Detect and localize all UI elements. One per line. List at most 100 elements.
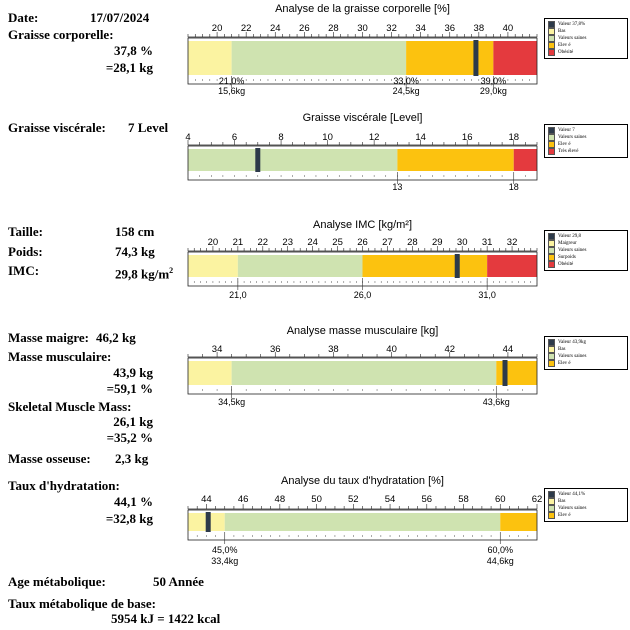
lean-label: Masse maigre: xyxy=(8,330,89,345)
tick-label: 22 xyxy=(257,237,268,248)
tick-label: 6 xyxy=(232,132,237,143)
tick-label: 12 xyxy=(369,132,380,143)
tick-label: 14 xyxy=(415,132,426,143)
tick-label: 32 xyxy=(507,237,518,248)
muscle-kg: 43,9 kg xyxy=(113,365,153,380)
legend-label: Elev é xyxy=(558,142,571,147)
legend-label: Elev é xyxy=(558,43,571,48)
bmi-label: IMC: xyxy=(8,263,40,278)
tick-label: 60 xyxy=(495,494,506,505)
legend-label: Valeurs saines xyxy=(558,135,587,140)
tick-label: 24 xyxy=(307,237,318,248)
legend-swatch xyxy=(548,505,555,512)
tick-label: 44 xyxy=(201,494,212,505)
segment-high xyxy=(406,41,494,75)
chart-title-muscle: Analyse masse musculaire [kg] xyxy=(286,325,439,337)
segment-very_high xyxy=(493,41,537,75)
legend-label: Elev é xyxy=(558,513,571,518)
chart-title-bmi: Analyse IMC [kg/m²] xyxy=(312,219,413,231)
legend-label: Valeurs saines xyxy=(558,506,587,511)
segment-high xyxy=(397,149,514,171)
legend-swatch xyxy=(548,141,555,148)
legend-label: Valeurs saines xyxy=(558,248,587,253)
legend-swatch xyxy=(548,233,555,240)
tick-label: 21 xyxy=(233,237,244,248)
segment-very_high xyxy=(487,255,537,277)
fat-kg: =28,1 kg xyxy=(105,60,153,75)
segment-normal xyxy=(224,513,501,531)
legend-swatch xyxy=(548,28,555,35)
legend-label: Valeur 43,9kg xyxy=(558,340,587,345)
tick-label: 25 xyxy=(332,237,343,248)
tick-label: 36 xyxy=(270,344,281,355)
legend-swatch xyxy=(548,346,555,353)
tick-label: 30 xyxy=(357,23,368,34)
boundary-label: 29,0kg xyxy=(480,86,507,96)
bar-frame xyxy=(187,145,538,181)
tick-label: 38 xyxy=(474,23,485,34)
legend-label: Obésité xyxy=(558,262,574,267)
legend-item: Valeur 29,8 xyxy=(548,233,624,240)
legend-visceral: Valeur 7 Valeurs saines Elev é Très élevé xyxy=(544,124,628,158)
date-value: 17/07/2024 xyxy=(90,10,150,25)
legend-label: Maigreur xyxy=(558,241,577,246)
legend-item: Elev é xyxy=(548,42,624,49)
bmr-label: Taux métabolique de base: xyxy=(8,596,156,611)
legend-label: Valeurs saines xyxy=(558,36,587,41)
legend-item: Très élevé xyxy=(548,148,624,155)
boundary-label: 45,0% xyxy=(212,545,238,555)
segment-low xyxy=(188,255,238,277)
tick-label: 31 xyxy=(482,237,493,248)
legend-label: Très élevé xyxy=(558,149,579,154)
legend-item: Bas xyxy=(548,346,624,353)
tick-label: 20 xyxy=(212,23,223,34)
tick-label: 8 xyxy=(278,132,283,143)
hydration-label: Taux d'hydratation: xyxy=(8,478,120,493)
tick-label: 54 xyxy=(385,494,396,505)
tick-label: 36 xyxy=(444,23,455,34)
muscle-pct: =59,1 % xyxy=(106,381,153,396)
value-marker xyxy=(454,254,460,278)
boundary-label: 34,5kg xyxy=(218,397,245,407)
fat-pct: 37,8 % xyxy=(114,43,153,58)
legend-swatch xyxy=(548,254,555,261)
legend-swatch xyxy=(548,127,555,134)
boundary-label: 33,4kg xyxy=(211,556,238,566)
legend-label: Valeur 44,1% xyxy=(558,492,586,497)
tick-label: 52 xyxy=(348,494,359,505)
tick-label: 56 xyxy=(422,494,433,505)
tick-label: 42 xyxy=(444,344,455,355)
legend-item: Valeurs saines xyxy=(548,247,624,254)
boundary-label: 60,0% xyxy=(487,545,513,555)
tick-label: 26 xyxy=(357,237,368,248)
legend-swatch xyxy=(548,339,555,346)
segment-low xyxy=(188,361,232,385)
legend-swatch xyxy=(548,21,555,28)
tick-label: 28 xyxy=(407,237,418,248)
weight-value: 74,3 kg xyxy=(115,244,155,259)
legend-swatch xyxy=(548,148,555,155)
legend-swatch xyxy=(548,498,555,505)
tick-label: 62 xyxy=(532,494,543,505)
tick-label: 40 xyxy=(386,344,397,355)
bone-label: Masse osseuse: xyxy=(8,451,91,466)
tick-label: 38 xyxy=(328,344,339,355)
legend-bmi: Valeur 29,8 Maigreur Valeurs saines Surpoid… xyxy=(544,230,628,271)
metabolic-age-value: 50 Année xyxy=(153,574,204,589)
legend-label: Valeur 29,8 xyxy=(558,234,582,239)
legend-swatch xyxy=(548,49,555,56)
metabolic-age-label: Age métabolique: xyxy=(8,574,106,589)
legend-swatch xyxy=(548,35,555,42)
legend-item: Surpoids xyxy=(548,254,624,261)
value-marker xyxy=(473,40,479,76)
legend-label: Elev é xyxy=(558,361,571,366)
tick-label: 20 xyxy=(208,237,219,248)
tick-label: 40 xyxy=(503,23,514,34)
legend-swatch xyxy=(548,360,555,367)
legend-label: Bas xyxy=(558,347,566,352)
tick-label: 46 xyxy=(238,494,249,505)
segment-normal xyxy=(237,255,363,277)
